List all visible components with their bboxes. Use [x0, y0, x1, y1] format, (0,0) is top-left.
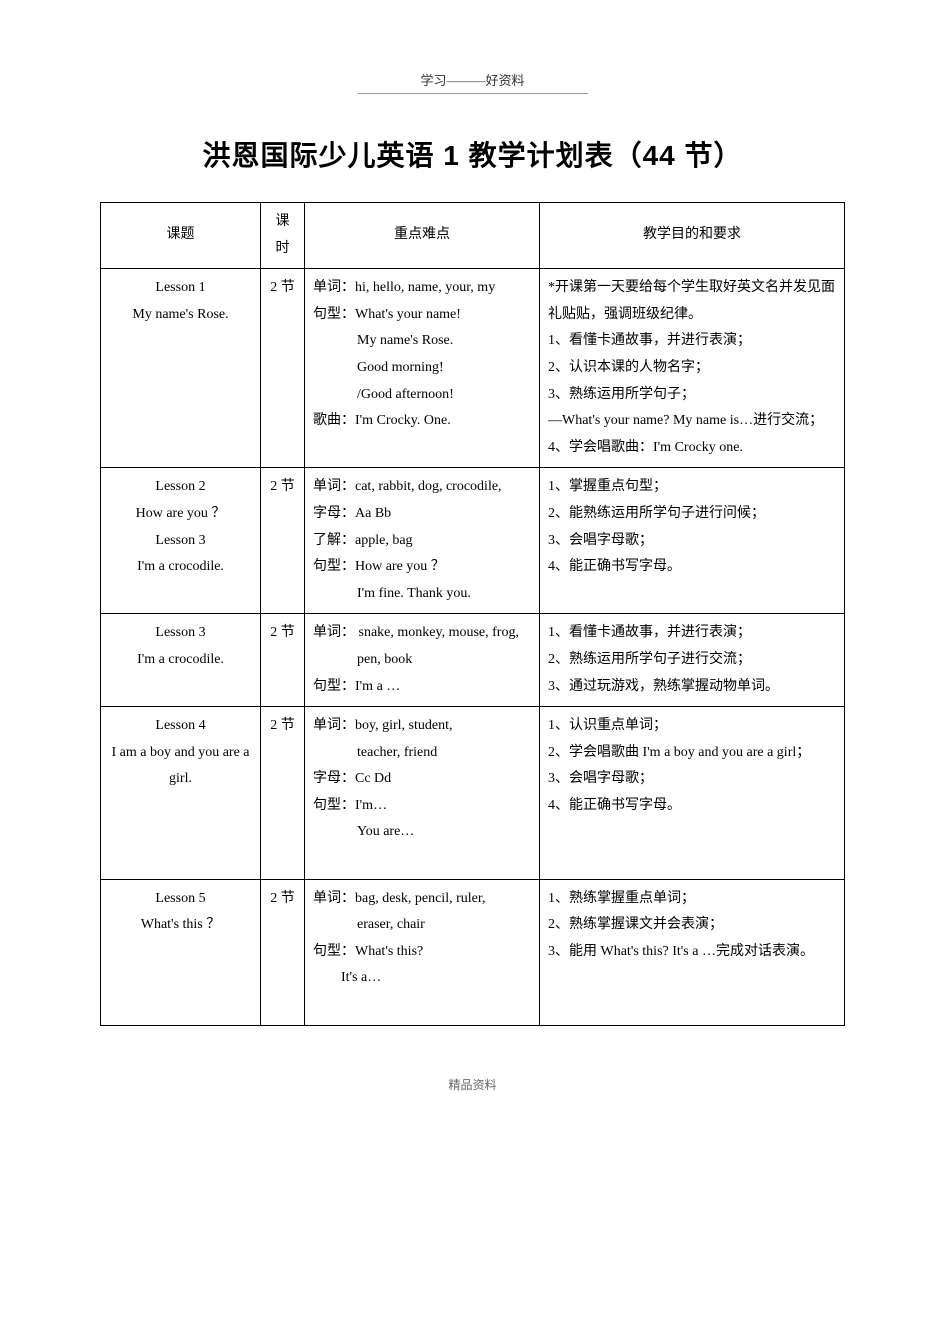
lesson-number: Lesson 3 — [155, 533, 205, 548]
objective-text: 4、学会唱歌曲：I'm Crocky one. — [548, 440, 743, 455]
objective-text: *开课第一天要给每个学生取好英文名并发见面礼贴贴，强调班级纪律。 — [548, 280, 835, 322]
points-text: 句型：What's this? — [313, 944, 423, 959]
lesson-title: What's this ？ — [141, 917, 221, 932]
points-text: 单词： snake, monkey, mouse, frog, — [313, 625, 519, 640]
page-container: 学习———好资料 洪恩国际少儿英语 1 教学计划表（44 节） 课题 课时 重点… — [0, 0, 945, 1133]
table-row: Lesson 4 I am a boy and you are a girl. … — [101, 707, 845, 880]
objective-text: 2、能熟练运用所学句子进行问候； — [548, 506, 765, 521]
col-header-hours: 课时 — [261, 203, 305, 269]
lesson-number: Lesson 1 — [155, 280, 205, 295]
lesson-title: I am a boy and you are a girl. — [112, 745, 250, 787]
objective-text: 3、通过玩游戏，熟练掌握动物单词。 — [548, 679, 779, 694]
objective-text: 2、学会唱歌曲 I'm a boy and you are a girl； — [548, 745, 810, 760]
points-text: 句型：What's your name! — [313, 307, 461, 322]
cell-hours: 2 节 — [261, 707, 305, 880]
objective-text: 4、能正确书写字母。 — [548, 798, 681, 813]
col-header-objectives: 教学目的和要求 — [540, 203, 845, 269]
points-text: 单词：cat, rabbit, dog, crocodile, — [313, 479, 502, 494]
objective-text: 2、熟练运用所学句子进行交流； — [548, 652, 751, 667]
cell-hours: 2 节 — [261, 269, 305, 468]
points-text: 字母：Aa Bb — [313, 506, 391, 521]
cell-objectives: 1、熟练掌握重点单词； 2、熟练掌握课文并会表演； 3、能用 What's th… — [540, 879, 845, 1025]
objective-text: 3、会唱字母歌； — [548, 771, 653, 786]
table-header-row: 课题 课时 重点难点 教学目的和要求 — [101, 203, 845, 269]
objective-text: 3、能用 What's this? It's a …完成对话表演。 — [548, 944, 814, 959]
cell-points: 单词：bag, desk, pencil, ruler, eraser, cha… — [305, 879, 540, 1025]
points-text: 单词：hi, hello, name, your, my — [313, 280, 495, 295]
table-row: Lesson 3 I'm a crocodile. 2 节 单词： snake,… — [101, 614, 845, 707]
page-header: 学习———好资料 — [100, 70, 845, 93]
document-title: 洪恩国际少儿英语 1 教学计划表（44 节） — [100, 134, 845, 174]
cell-objectives: 1、看懂卡通故事，并进行表演； 2、熟练运用所学句子进行交流； 3、通过玩游戏，… — [540, 614, 845, 707]
objective-text: 3、会唱字母歌； — [548, 533, 653, 548]
points-text: teacher, friend — [313, 740, 531, 767]
objective-text: 2、认识本课的人物名字； — [548, 360, 709, 375]
lesson-number: Lesson 2 — [155, 479, 205, 494]
lesson-title: My name's Rose. — [132, 307, 228, 322]
objective-text: 1、看懂卡通故事，并进行表演； — [548, 625, 751, 640]
points-text: 句型：How are you ？ — [313, 559, 445, 574]
table-row: Lesson 1 My name's Rose. 2 节 单词：hi, hell… — [101, 269, 845, 468]
cell-objectives: 1、认识重点单词； 2、学会唱歌曲 I'm a boy and you are … — [540, 707, 845, 880]
objective-text: 1、掌握重点句型； — [548, 479, 667, 494]
header-divider — [358, 93, 588, 94]
lesson-title: I'm a crocodile. — [137, 559, 224, 574]
cell-lesson: Lesson 1 My name's Rose. — [101, 269, 261, 468]
points-text: 字母：Cc Dd — [313, 771, 391, 786]
points-text: I'm fine. Thank you. — [313, 581, 531, 608]
objective-text: 1、熟练掌握重点单词； — [548, 891, 695, 906]
cell-objectives: *开课第一天要给每个学生取好英文名并发见面礼贴贴，强调班级纪律。 1、看懂卡通故… — [540, 269, 845, 468]
points-text: /Good afternoon! — [313, 382, 531, 409]
points-text: It's a… — [313, 965, 531, 992]
table-row: Lesson 2 How are you ？ Lesson 3 I'm a cr… — [101, 468, 845, 614]
col-header-points: 重点难点 — [305, 203, 540, 269]
cell-objectives: 1、掌握重点句型； 2、能熟练运用所学句子进行问候； 3、会唱字母歌； 4、能正… — [540, 468, 845, 614]
cell-lesson: Lesson 3 I'm a crocodile. — [101, 614, 261, 707]
cell-hours: 2 节 — [261, 614, 305, 707]
points-text: eraser, chair — [313, 912, 531, 939]
cell-points: 单词：boy, girl, student, teacher, friend 字… — [305, 707, 540, 880]
cell-hours: 2 节 — [261, 879, 305, 1025]
objective-text: —What's your name? My name is…进行交流； — [548, 413, 823, 428]
objective-text: 1、认识重点单词； — [548, 718, 667, 733]
cell-points: 单词：hi, hello, name, your, my 句型：What's y… — [305, 269, 540, 468]
lesson-number: Lesson 4 — [155, 718, 205, 733]
points-text: 单词：boy, girl, student, — [313, 718, 452, 733]
cell-points: 单词：cat, rabbit, dog, crocodile, 字母：Aa Bb… — [305, 468, 540, 614]
points-text: 了解：apple, bag — [313, 533, 413, 548]
cell-lesson: Lesson 5 What's this ？ — [101, 879, 261, 1025]
table-row: Lesson 5 What's this ？ 2 节 单词：bag, desk,… — [101, 879, 845, 1025]
col-header-lesson: 课题 — [101, 203, 261, 269]
cell-lesson: Lesson 2 How are you ？ Lesson 3 I'm a cr… — [101, 468, 261, 614]
points-text: My name's Rose. — [313, 328, 531, 355]
cell-lesson: Lesson 4 I am a boy and you are a girl. — [101, 707, 261, 880]
lesson-plan-table: 课题 课时 重点难点 教学目的和要求 Lesson 1 My name's Ro… — [100, 202, 845, 1026]
lesson-title: How are you ？ — [136, 506, 226, 521]
points-text: 句型：I'm a … — [313, 679, 400, 694]
objective-text: 4、能正确书写字母。 — [548, 559, 681, 574]
points-text: 句型：I'm… — [313, 798, 387, 813]
points-text: pen, book — [313, 647, 531, 674]
lesson-title: I'm a crocodile. — [137, 652, 224, 667]
objective-text: 2、熟练掌握课文并会表演； — [548, 917, 723, 932]
lesson-number: Lesson 5 — [155, 891, 205, 906]
cell-points: 单词： snake, monkey, mouse, frog, pen, boo… — [305, 614, 540, 707]
objective-text: 3、熟练运用所学句子； — [548, 387, 695, 402]
points-text: 单词：bag, desk, pencil, ruler, — [313, 891, 485, 906]
points-text: Good morning! — [313, 355, 531, 382]
page-footer: 精品资料 — [100, 1076, 845, 1093]
points-text: You are… — [313, 819, 531, 846]
lesson-number: Lesson 3 — [155, 625, 205, 640]
points-text: 歌曲：I'm Crocky. One. — [313, 413, 451, 428]
cell-hours: 2 节 — [261, 468, 305, 614]
objective-text: 1、看懂卡通故事，并进行表演； — [548, 333, 751, 348]
